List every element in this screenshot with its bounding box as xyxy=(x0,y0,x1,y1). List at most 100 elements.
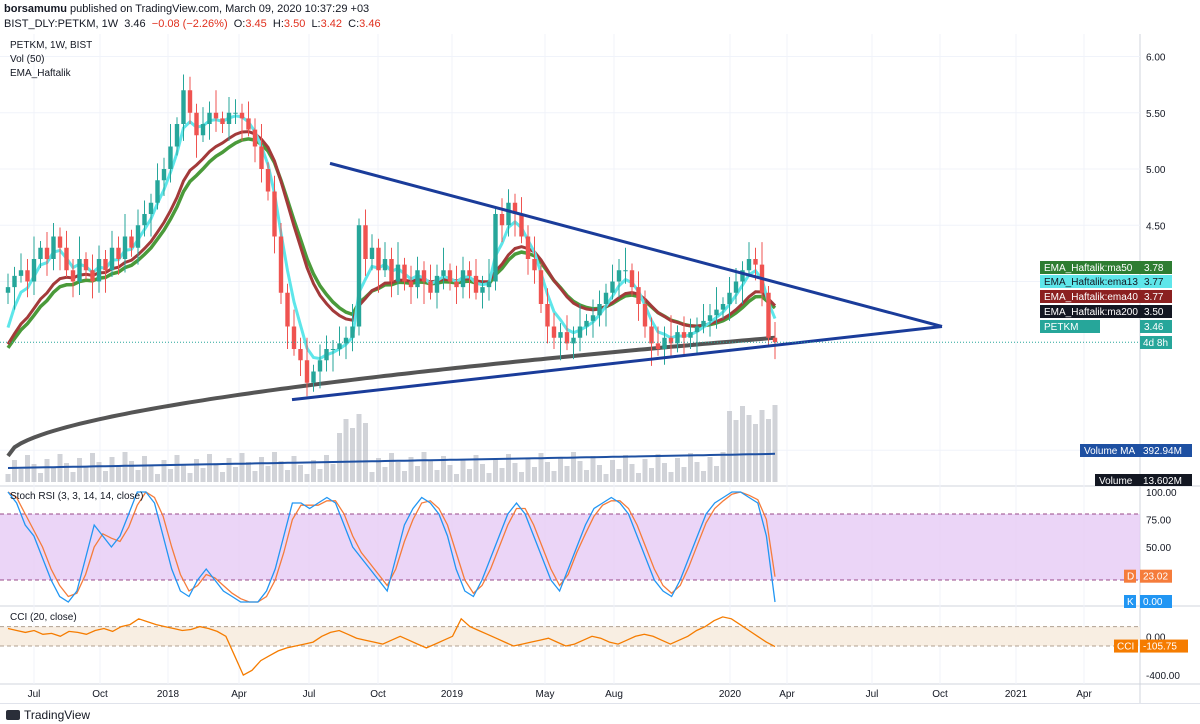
candle-body xyxy=(707,315,713,321)
candle-body xyxy=(597,304,602,316)
candle-body xyxy=(772,337,778,343)
candle-body xyxy=(285,292,290,327)
volume-bar xyxy=(714,466,719,482)
candle-body xyxy=(5,287,11,293)
x-tick-label: Jul xyxy=(866,689,879,700)
x-tick-label: Oct xyxy=(932,689,948,700)
candle-body xyxy=(90,270,95,282)
candle-body xyxy=(428,281,433,293)
candle-body xyxy=(252,129,258,147)
stoch-d-tag: D xyxy=(1127,572,1134,583)
volume-bar xyxy=(382,467,388,482)
stoch-k-tag: K xyxy=(1127,597,1134,608)
volume-bar xyxy=(194,459,199,482)
candle-body xyxy=(434,275,440,293)
chart-area[interactable]: Jul Oct 2018 Apr Jul Oct 2019 May Aug 2020 Apr Jul O… xyxy=(0,34,1200,703)
volume-bar xyxy=(265,466,271,482)
x-tick-label: 2018 xyxy=(157,689,180,700)
candle-body xyxy=(109,247,115,271)
volume-bar xyxy=(558,457,563,482)
overlay-value-bg xyxy=(1140,290,1172,303)
candle-body xyxy=(168,146,173,169)
candle-body xyxy=(668,337,674,344)
overlay-label-name: EMA_Haftalik:ema40 xyxy=(1044,292,1138,303)
volume-bar xyxy=(402,471,407,482)
volume-bar xyxy=(519,472,524,482)
volume-bar xyxy=(460,460,466,482)
volume-bar xyxy=(668,472,674,482)
volume-bar xyxy=(142,456,147,482)
volume-bar xyxy=(77,458,82,482)
volume-bar xyxy=(675,458,680,482)
volume-bar xyxy=(694,462,700,482)
candle-body xyxy=(603,292,609,304)
x-tick-label: Jul xyxy=(28,689,41,700)
candle-body xyxy=(655,343,661,349)
volume-ma-line xyxy=(7,452,776,469)
volume-bar xyxy=(83,467,89,482)
candle-body xyxy=(402,264,407,282)
close-value: 3.46 xyxy=(359,18,381,30)
candle-body xyxy=(291,326,297,349)
candle-body xyxy=(103,259,108,271)
candle-body xyxy=(584,320,589,327)
candle-body xyxy=(499,214,505,226)
x-tick-label: Oct xyxy=(370,689,386,700)
tradingview-logo[interactable]: TradingView xyxy=(6,708,90,722)
volma-value: 392.94M xyxy=(1143,446,1182,457)
overlay-value: 3.46 xyxy=(1144,322,1164,333)
volume-bar xyxy=(740,406,745,482)
stoch-d-value: 23.02 xyxy=(1143,572,1168,583)
cci-tag: CCI xyxy=(1117,642,1134,653)
candle-body xyxy=(38,247,43,259)
volume-bar xyxy=(772,405,778,482)
volume-bar xyxy=(473,455,479,482)
volume-bar xyxy=(122,452,128,482)
x-tick-label: 2019 xyxy=(441,689,464,700)
candle-body xyxy=(96,259,102,282)
candle-body xyxy=(317,360,323,372)
overlay-value: 3.77 xyxy=(1144,292,1164,303)
volume-bar xyxy=(220,472,225,482)
volume-bar xyxy=(96,462,102,482)
candle-body xyxy=(727,292,732,304)
stoch-k-line xyxy=(7,491,776,603)
overlay-value-bg xyxy=(1140,320,1172,333)
author-name[interactable]: borsamumu xyxy=(4,3,67,15)
volume-bar xyxy=(415,466,420,482)
overlay-label-name: EMA_Haftalik:ma200 xyxy=(1044,307,1138,318)
volume-bar xyxy=(311,460,316,482)
volume-bar xyxy=(577,461,583,482)
candle-body xyxy=(70,270,76,282)
overlay-label-name: PETKM xyxy=(1044,322,1078,333)
volume-bar xyxy=(493,459,498,482)
overlay-label-bg xyxy=(1040,261,1140,274)
volume-bar xyxy=(486,473,492,482)
candle-body xyxy=(12,275,17,288)
countdown-bg xyxy=(1140,336,1172,349)
chart-svg[interactable]: Jul Oct 2018 Apr Jul Oct 2019 May Aug 2020 Apr Jul O… xyxy=(0,34,1200,703)
volume-bar xyxy=(12,460,17,482)
volume-bar xyxy=(447,465,453,482)
volume-bar xyxy=(499,468,505,482)
volume-value-bg xyxy=(1140,474,1192,486)
footer: TradingView xyxy=(0,703,1200,724)
volume-bar xyxy=(434,470,440,482)
candle-body xyxy=(369,247,375,259)
stoch-d-tag-bg xyxy=(1124,569,1136,583)
candle-body xyxy=(629,270,635,288)
candlesticks xyxy=(5,74,778,397)
candle-body xyxy=(408,281,414,288)
candle-body xyxy=(155,180,160,203)
candle-body xyxy=(220,118,225,124)
candle-body xyxy=(623,270,628,272)
volume-bar xyxy=(226,458,232,482)
overlay-label-name: EMA_Haftalik:ma50 xyxy=(1044,263,1133,274)
volume-bar xyxy=(610,460,615,482)
volume-bar xyxy=(304,474,310,482)
volume-label-name: Volume xyxy=(1099,476,1133,487)
volume-bar xyxy=(5,474,11,482)
candle-body xyxy=(577,326,583,338)
candle-body xyxy=(142,214,147,226)
candle-body xyxy=(389,259,394,282)
